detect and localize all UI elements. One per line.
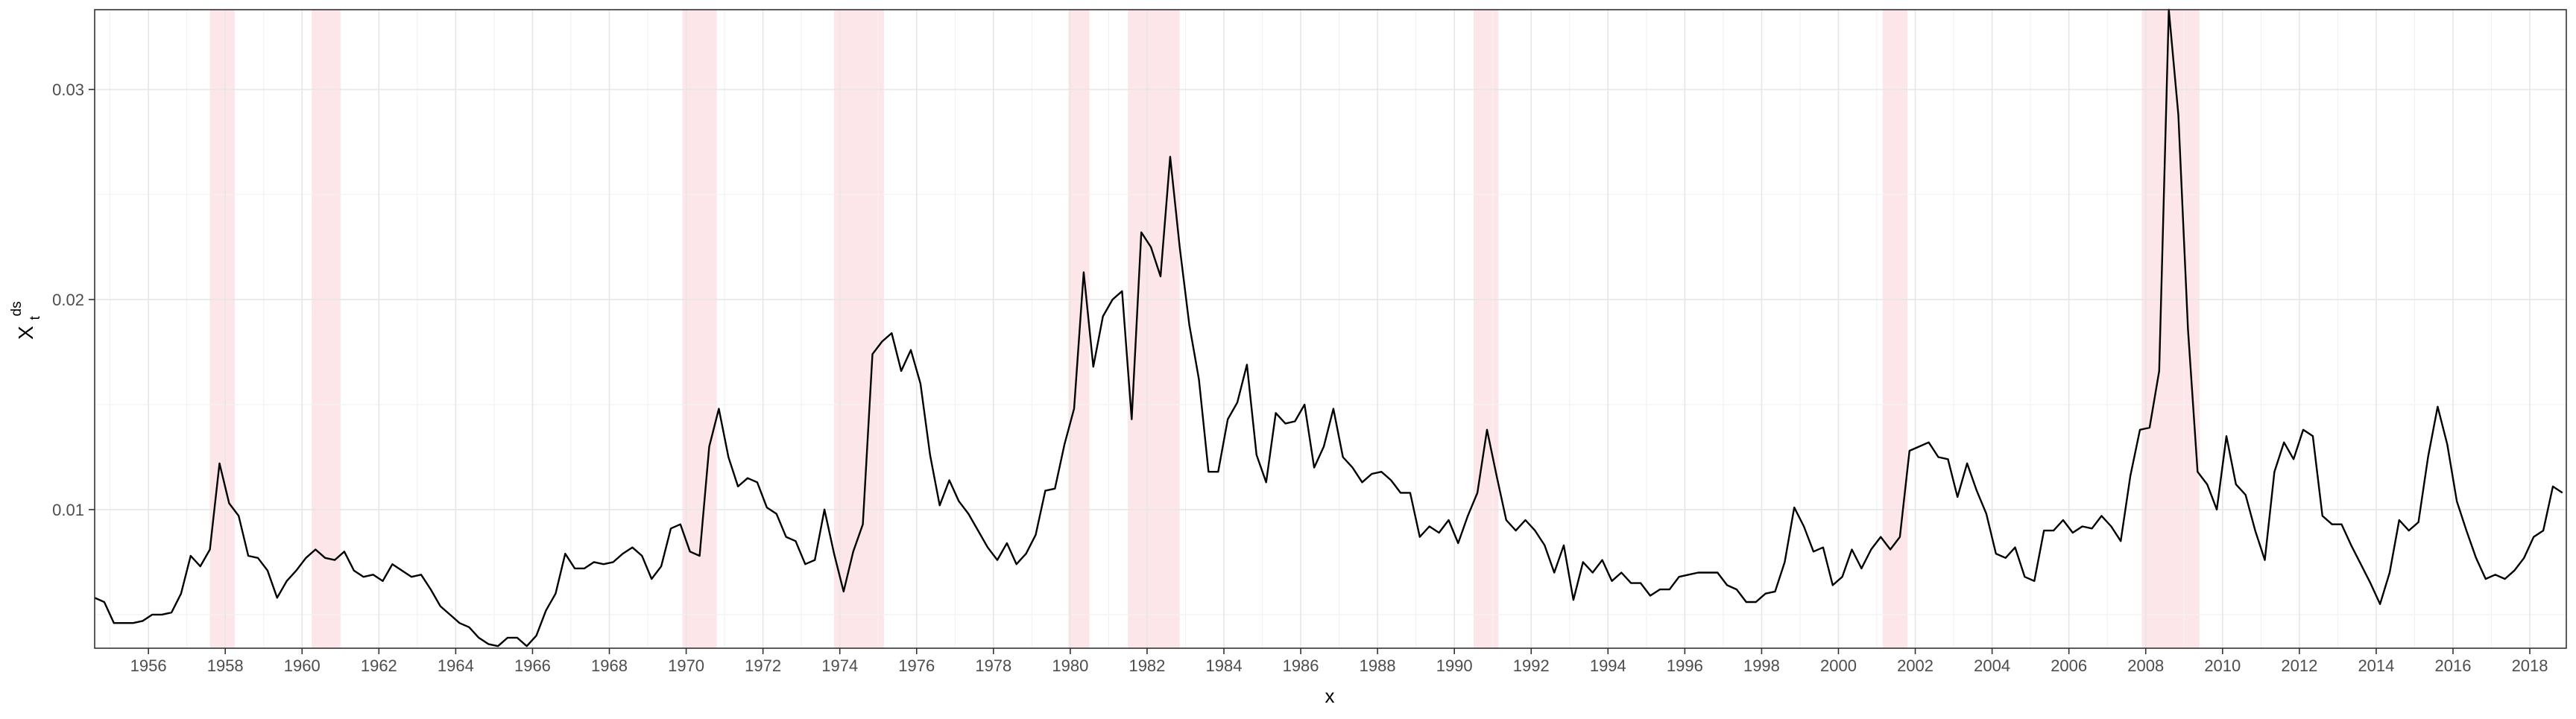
y-axis-label-sub: t [28, 316, 43, 320]
x-tick-label: 2004 [1974, 656, 2010, 675]
x-tick-label: 1984 [1206, 656, 1243, 675]
y-axis-label-group: X t ds [9, 301, 44, 340]
x-tick-label: 2002 [1897, 656, 1933, 675]
x-tick-label: 1982 [1128, 656, 1165, 675]
y-axis-label: X t ds [9, 301, 44, 340]
x-tick-label: 1986 [1283, 656, 1319, 675]
x-tick-label: 2014 [2358, 656, 2394, 675]
x-tick-label: 1960 [284, 656, 321, 675]
x-tick-label: 1964 [438, 656, 474, 675]
y-axis-label-sup: ds [9, 301, 25, 316]
series-lines [94, 8, 2563, 647]
x-tick-label: 1994 [1590, 656, 1626, 675]
x-tick-label: 1976 [898, 656, 935, 675]
x-axis-label: x [1325, 685, 1335, 707]
x-tick-label: 1970 [668, 656, 704, 675]
axes: 1956 1958 1960 1962 1964 1966 1968 1970 1972 1974… [52, 9, 2567, 675]
x-tick-label: 2000 [1820, 656, 1857, 675]
x-tick-label: 1980 [1052, 656, 1088, 675]
x-tick-label: 1990 [1436, 656, 1473, 675]
recession-band [1882, 10, 1908, 648]
x-tick-label: 1996 [1667, 656, 1703, 675]
x-tick-label: 1958 [207, 656, 244, 675]
x-tick-label: 2012 [2281, 656, 2317, 675]
x-tick-label: 1974 [821, 656, 858, 675]
grid-lines [95, 10, 2566, 648]
series-line [94, 8, 2563, 647]
y-tick-label: 0.03 [52, 80, 84, 99]
x-tick-label: 1992 [1513, 656, 1550, 675]
x-tick-label: 1966 [514, 656, 551, 675]
recession-band [1473, 10, 1499, 648]
x-tick-label: 1988 [1360, 656, 1396, 675]
x-tick-label: 1972 [745, 656, 781, 675]
recession-band [2141, 10, 2200, 648]
x-tick-label: 2006 [2051, 656, 2087, 675]
x-tick-label: 2016 [2435, 656, 2472, 675]
recession-band [209, 10, 236, 648]
x-tick-label: 1998 [1743, 656, 1780, 675]
x-tick-label: 2010 [2204, 656, 2241, 675]
y-axis-label-main: X [14, 326, 37, 340]
recession-band [833, 10, 884, 648]
y-tick-label: 0.01 [52, 501, 84, 519]
x-tick-label: 1968 [591, 656, 628, 675]
x-tick-label: 2018 [2512, 656, 2548, 675]
panel-border [94, 9, 2567, 649]
axis-labels: x X t ds [9, 301, 1335, 707]
y-tick-label: 0.02 [52, 291, 84, 309]
x-tick-label: 1962 [361, 656, 397, 675]
x-tick-label: 1978 [975, 656, 1011, 675]
recession-band [682, 10, 717, 648]
x-tick-label: 2008 [2127, 656, 2164, 675]
recession-bands [209, 10, 2200, 648]
x-tick-label: 1956 [130, 656, 167, 675]
recession-band [312, 10, 341, 648]
